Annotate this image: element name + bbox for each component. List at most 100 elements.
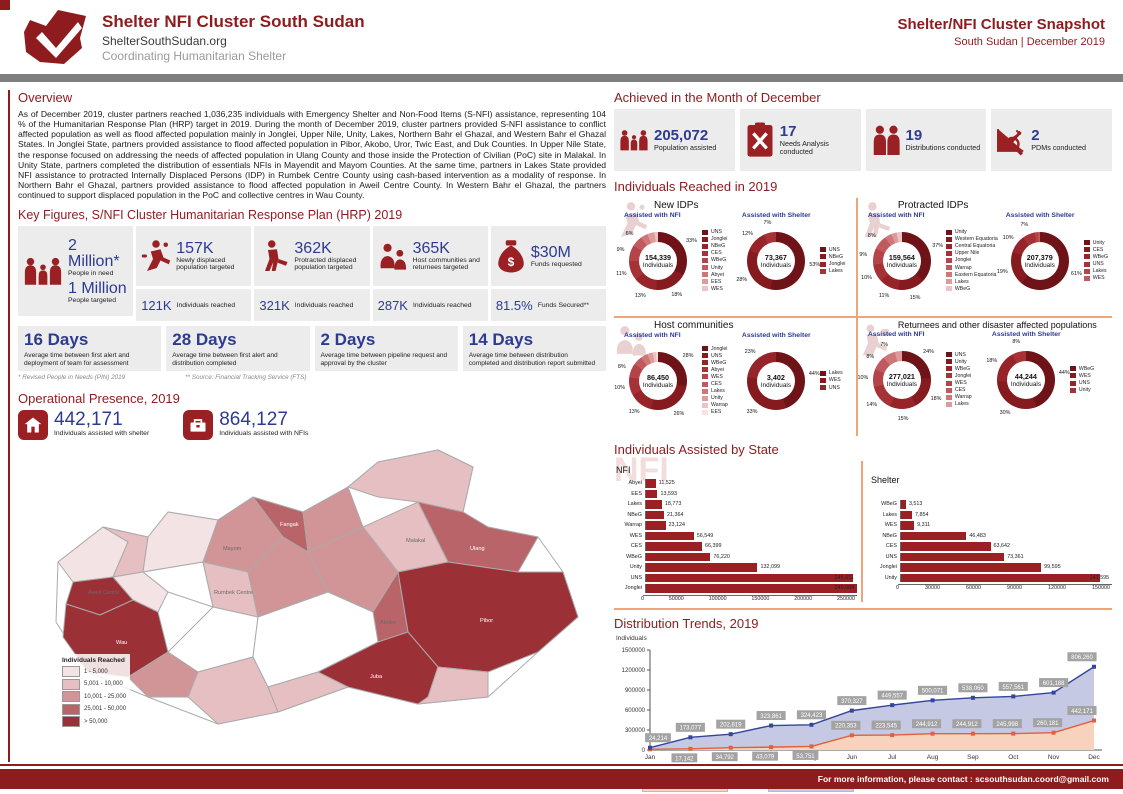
people-in-need-label: People in need [68, 269, 114, 277]
donut-legend-item: Lakes [819, 268, 845, 274]
by-state-heading: Individuals Assisted by State [614, 442, 779, 457]
legend-swatch [945, 236, 952, 242]
map-legend-label: 25,001 - 50,000 [84, 706, 127, 713]
bar-value-label: 76,220 [713, 553, 730, 560]
legend-swatch [1083, 247, 1090, 253]
family-icon [23, 249, 63, 293]
bar-category-label: CES [885, 543, 897, 550]
quadrant-title: New IDPs [654, 200, 699, 211]
donut-percent-label: 18% [671, 292, 683, 299]
returnees-quadrant: Returnees and other disaster affected po… [858, 318, 1112, 436]
donut-percent-label: 8% [867, 233, 876, 240]
donut-legend-item: WES [945, 380, 972, 386]
bar-track: 132,099 [645, 563, 857, 572]
legend-swatch [702, 272, 708, 278]
legend-swatch [819, 261, 826, 267]
donut-percent-label: 33% [686, 238, 697, 245]
legend-swatch [1083, 254, 1090, 260]
map-legend-title: Individuals Reached [62, 657, 125, 665]
donut-legend-item: Jonglei [945, 257, 998, 263]
nfi-point-label-box [796, 709, 827, 719]
shelter-point-label: 245,998 [996, 722, 1018, 728]
header-divider [0, 74, 1123, 82]
legend-label: WES [1078, 372, 1091, 379]
axis-tick-label: 100000 [708, 595, 727, 602]
donut-center: 277,021 Individuals [882, 361, 921, 399]
legend-swatch [702, 353, 708, 359]
donut-legend-item: WBeG [702, 360, 728, 366]
map-legend-label: 1 - 5,000 [84, 668, 108, 675]
nfi-marker [688, 734, 693, 739]
legend-label: WES [828, 377, 841, 384]
nfi-point-label-box [837, 695, 867, 705]
protracted-card: 362K Protracted displaced population tar… [254, 226, 370, 287]
donut-title: Assisted with NFI [867, 331, 925, 338]
legend-swatch [702, 381, 708, 387]
bar-axis: 0 30000 60000 90000 120000 150000 [896, 584, 1112, 591]
legend-label: Upper Nile [954, 250, 980, 257]
nfi-point-label: 601,188 [1043, 680, 1065, 686]
donut-legend-item: Unity [945, 359, 972, 365]
shelter-marker [849, 732, 854, 737]
bar-value-label: 73,361 [1007, 553, 1024, 560]
legend-swatch [1069, 387, 1076, 393]
bar-category-label: EES [631, 490, 642, 497]
donut-legend-item: Unity [702, 395, 728, 401]
nfi-marker [809, 722, 814, 727]
donut-legend: WBeG WES UNS Unity [1069, 365, 1095, 394]
donut-percent-label: 33% [746, 408, 758, 415]
legend-label: UNS [1078, 380, 1090, 386]
shelter-marker [970, 731, 975, 736]
distribution-trends-chart: 030000060000090000012000001500000JanFebM… [622, 648, 1102, 762]
axis-tick-label: 90000 [1007, 585, 1022, 591]
legend-swatch [945, 279, 952, 285]
axis-tick-label: 30000 [925, 585, 940, 591]
legend-label: Lakes [954, 278, 969, 285]
bar-row: Jonglei 99,595 [869, 562, 1112, 573]
needs-analysis-value: 17 [779, 123, 797, 141]
donut-legend-item: Warrap [945, 394, 972, 400]
legend-label: Jonglei [828, 261, 846, 267]
legend-label: WBeG [1078, 365, 1095, 372]
pdms-card: 2 PDMs conducted [991, 109, 1112, 171]
days-value: 28 Days [172, 330, 237, 350]
donut-legend-item: Lakes [819, 370, 843, 376]
bar [901, 510, 913, 519]
legend-swatch [945, 257, 952, 263]
nfi-point-label: 24,214 [649, 736, 668, 742]
bar-value-label: 3,513 [908, 501, 923, 507]
legend-label: CES [711, 381, 722, 387]
distributions-label: Distributions conducted [905, 143, 981, 153]
donut-legend-item: UNS [1083, 261, 1108, 267]
legend-label: Warrap [954, 264, 972, 271]
bar-category-label: WES [629, 532, 642, 539]
corner-accent [0, 0, 10, 10]
bar-category-label: UNS [630, 574, 642, 581]
bar [901, 552, 1005, 561]
map-label: Fangak [280, 522, 299, 528]
bar-category-label: Unity [884, 574, 897, 581]
x-tick-label: Jan [645, 754, 656, 761]
bar-category-label: Jonglei [879, 564, 897, 571]
axis-tick-label: 150000 [751, 595, 770, 602]
legend-swatch [702, 346, 708, 352]
bar-category-label: WBeG [881, 501, 897, 508]
legend-label: Unity [711, 395, 723, 402]
host-communities-value: 365K [412, 239, 450, 257]
protracted-shelter-donut: 207,379 Individuals 61% 19% 10% 7% [997, 222, 1082, 297]
donut-percent-label: 13% [634, 292, 646, 299]
shelter-point-label: 223,545 [875, 723, 897, 729]
donut-legend-item: Unity [702, 265, 727, 271]
legend-label: WBeG [1092, 253, 1108, 260]
contact-text[interactable]: For more information, please contact : s… [817, 774, 1109, 784]
legend-swatch [819, 370, 826, 376]
new-idps-nfi-donut: 154,339 Individuals 33% 18% 13% 11% 9% 6% [616, 225, 697, 299]
donut-center: 154,339 Individuals [639, 242, 677, 280]
header-subtitle: Coordinating Humanitarian Shelter [102, 49, 287, 63]
bar [901, 521, 915, 530]
legend-label: CES [1092, 246, 1104, 253]
people-group-ghost-icon [614, 320, 648, 360]
shelter-presence-stat: 442,171 Individuals assisted with shelte… [18, 410, 149, 441]
website-link[interactable]: ShelterSouthSudan.org [102, 34, 227, 48]
donut-legend-item: UNS [702, 229, 727, 235]
